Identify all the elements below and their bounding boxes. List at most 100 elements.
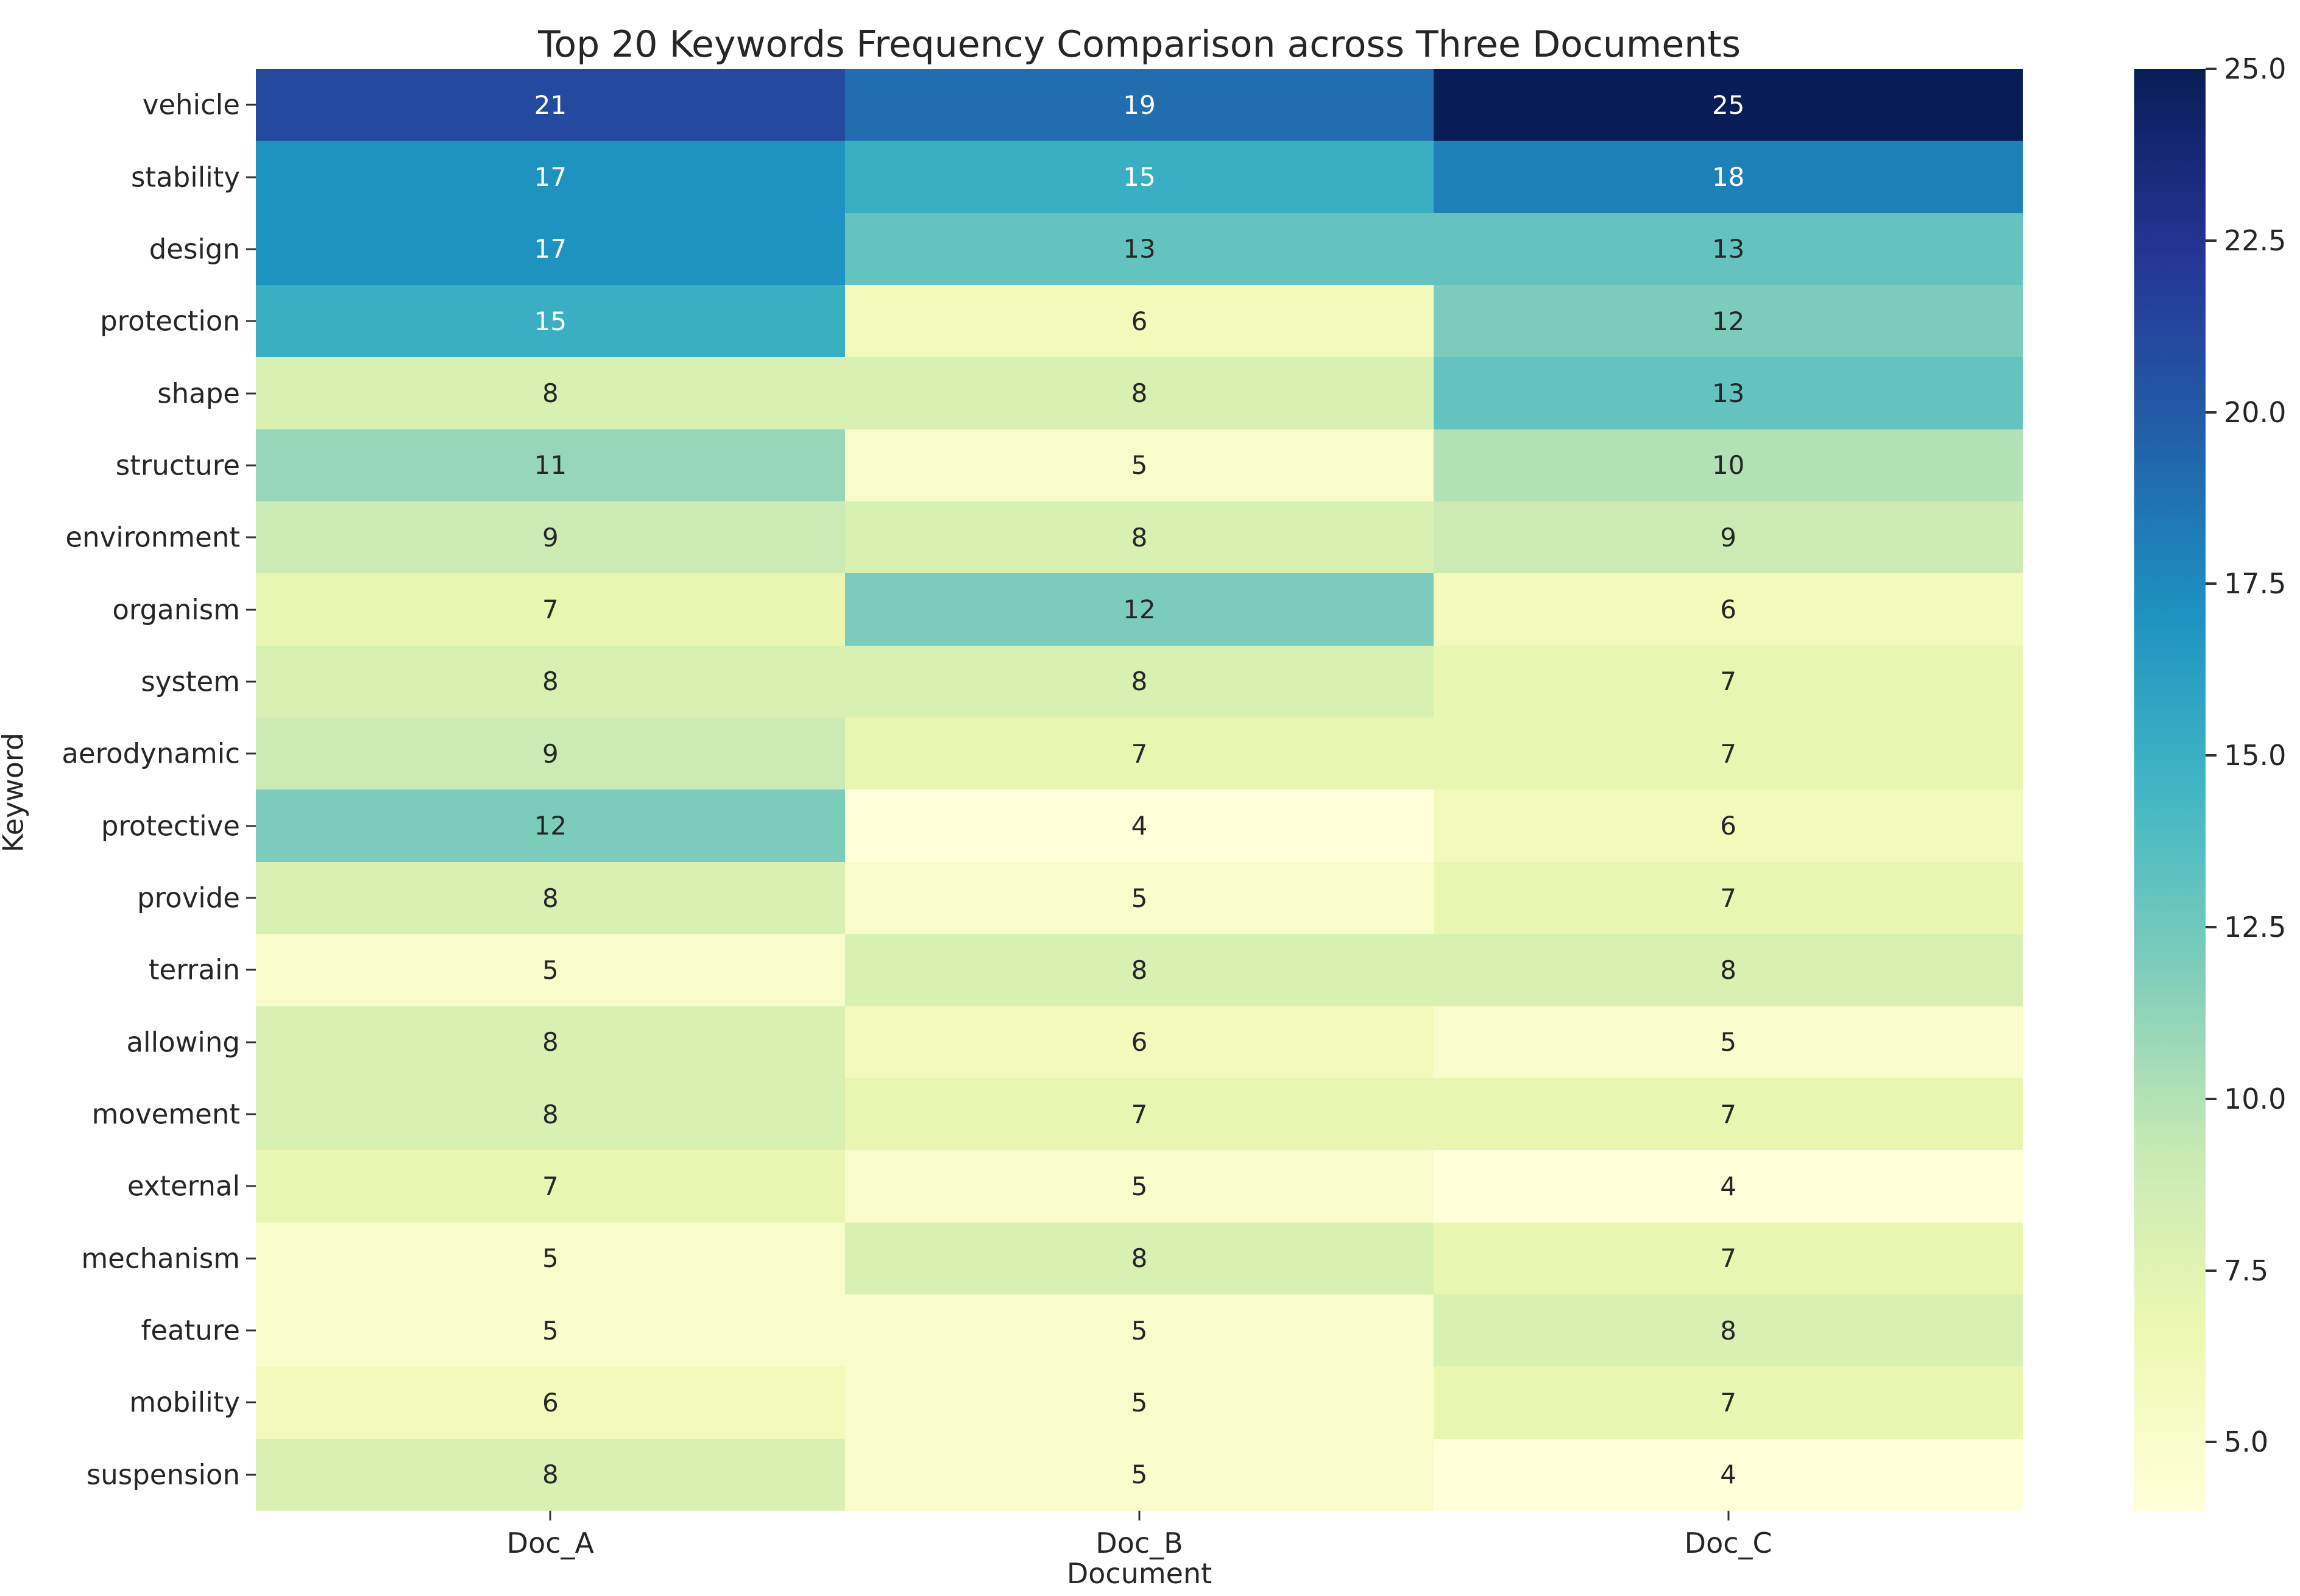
heatmap-cell: 4 [1434,1438,2023,1511]
y-tick-label: external [127,1170,240,1202]
heatmap-cell: 13 [844,213,1434,286]
y-tick-mark [246,1185,256,1187]
y-tick-mark [246,969,256,971]
heatmap-cell: 6 [1434,789,2023,862]
heatmap-cell: 5 [844,1366,1434,1439]
heatmap-cell: 5 [844,429,1434,502]
y-tick-label: mobility [129,1386,240,1419]
heatmap-cell: 13 [1434,357,2023,429]
y-tick-label: structure [115,449,240,482]
y-tick-label: environment [65,521,240,554]
y-tick-mark [246,1474,256,1476]
colorbar-tick-label: 10.0 [2224,1082,2287,1115]
y-tick-mark [246,825,256,827]
heatmap-cell: 6 [1434,573,2023,646]
heatmap-cell: 8 [256,357,845,429]
heatmap-cell: 11 [256,429,845,502]
heatmap-cell: 6 [256,1366,845,1439]
colorbar-tick-label: 25.0 [2224,52,2287,85]
x-tick-mark [549,1511,551,1520]
heatmap-cell: 8 [1434,934,2023,1006]
heatmap-cell: 7 [1434,1078,2023,1151]
heatmap-cell: 8 [256,1006,845,1078]
heatmap-cell: 17 [256,213,845,286]
colorbar-tick-mark [2206,411,2217,414]
y-tick-mark [246,176,256,178]
heatmap-cell: 12 [256,789,845,862]
y-tick-mark [246,536,256,538]
heatmap-cell: 5 [256,1222,845,1294]
heatmap-cell: 21 [256,69,845,141]
x-tick-mark [1138,1511,1141,1520]
colorbar-tick-mark [2206,1441,2217,1444]
heatmap-cell: 7 [844,718,1434,790]
x-tick-label: Doc_C [1684,1527,1772,1559]
colorbar-tick-label: 15.0 [2224,739,2287,772]
colorbar-tick-label: 7.5 [2224,1254,2269,1287]
heatmap-cell: 5 [844,1438,1434,1511]
heatmap-cell: 6 [844,285,1434,358]
heatmap-cell: 6 [844,1006,1434,1078]
y-tick-label: system [141,665,240,698]
y-tick-label: protective [101,810,240,842]
y-tick-label: mechanism [81,1242,240,1275]
heatmap-cell: 7 [1434,1366,2023,1439]
y-tick-mark [246,320,256,322]
heatmap-cell: 7 [1434,645,2023,718]
chart-title: Top 20 Keywords Frequency Comparison acr… [537,23,1741,66]
colorbar-tick-mark [2206,925,2217,928]
heatmap-cell: 17 [256,141,845,213]
colorbar-tick-mark [2206,239,2217,242]
heatmap-cell: 8 [256,1078,845,1151]
heatmap-cell: 4 [1434,1150,2023,1223]
x-axis-label: Document [1066,1557,1212,1590]
heatmap-cell: 8 [256,861,845,934]
colorbar-tick-label: 12.5 [2224,910,2287,944]
y-tick-label: suspension [86,1458,240,1491]
heatmap-cell: 5 [256,1294,845,1367]
heatmap-cell: 9 [1434,501,2023,574]
y-tick-mark [246,392,256,395]
heatmap-cell: 5 [844,1294,1434,1367]
y-tick-mark [246,1329,256,1332]
y-tick-label: aerodynamic [62,737,240,770]
y-tick-label: shape [157,377,240,410]
heatmap-cell: 18 [1434,141,2023,213]
heatmap-cell: 13 [1434,213,2023,286]
y-tick-mark [246,680,256,683]
heatmap-cell: 7 [844,1078,1434,1151]
colorbar-tick-mark [2206,754,2217,757]
y-axis-label: Keyword [0,732,30,853]
heatmap-cell: 10 [1434,429,2023,502]
heatmap-cell: 19 [844,69,1434,141]
y-tick-mark [246,1041,256,1043]
heatmap-cell: 8 [844,1222,1434,1294]
y-tick-label: organism [112,593,240,626]
x-tick-mark [1727,1511,1730,1520]
heatmap-cell: 8 [844,357,1434,429]
heatmap-cell: 7 [256,573,845,646]
colorbar-tick-label: 20.0 [2224,395,2287,429]
x-tick-label: Doc_A [506,1527,594,1559]
colorbar [2134,69,2206,1511]
y-tick-mark [246,897,256,899]
heatmap-cell: 12 [844,573,1434,646]
y-tick-mark [246,1113,256,1115]
heatmap-cell: 12 [1434,285,2023,358]
heatmap-cell: 9 [256,501,845,574]
colorbar-tick-label: 17.5 [2224,567,2287,601]
heatmap-cell: 5 [1434,1006,2023,1078]
heatmap-cell: 5 [256,934,845,1006]
heatmap-cell: 8 [844,934,1434,1006]
y-tick-mark [246,248,256,250]
x-tick-label: Doc_B [1095,1527,1183,1559]
y-tick-mark [246,104,256,106]
y-tick-label: vehicle [142,88,240,121]
y-tick-mark [246,1401,256,1404]
heatmap-cell: 8 [844,645,1434,718]
y-tick-label: protection [100,305,240,337]
colorbar-tick-mark [2206,1269,2217,1272]
y-tick-label: provide [137,881,240,914]
colorbar-tick-mark [2206,582,2217,585]
